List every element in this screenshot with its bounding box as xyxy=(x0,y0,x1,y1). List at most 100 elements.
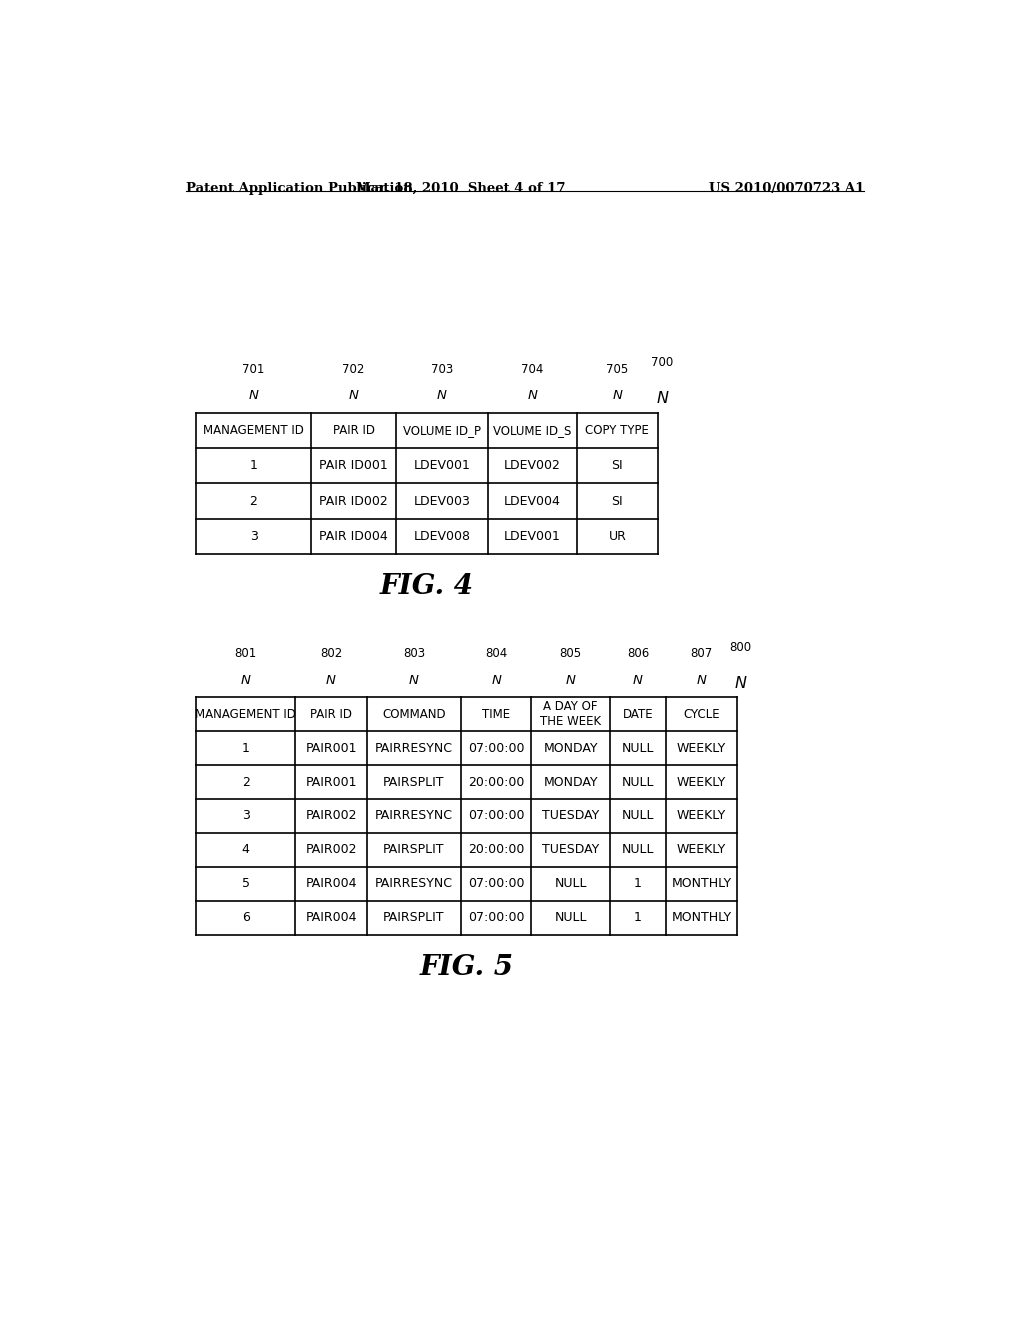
Text: PAIR ID: PAIR ID xyxy=(310,708,352,721)
Text: LDEV008: LDEV008 xyxy=(414,529,470,543)
Text: 07:00:00: 07:00:00 xyxy=(468,809,524,822)
Text: N: N xyxy=(633,675,643,688)
Text: 1: 1 xyxy=(634,878,642,890)
Text: PAIRRESYNC: PAIRRESYNC xyxy=(375,809,453,822)
Text: TUESDAY: TUESDAY xyxy=(542,809,599,822)
Text: COMMAND: COMMAND xyxy=(382,708,445,721)
Text: NULL: NULL xyxy=(622,809,654,822)
Text: N: N xyxy=(437,389,446,403)
Text: 1: 1 xyxy=(250,459,257,473)
Text: 3: 3 xyxy=(250,529,257,543)
Text: LDEV004: LDEV004 xyxy=(504,495,560,508)
Text: PAIR ID001: PAIR ID001 xyxy=(319,459,388,473)
Text: N: N xyxy=(527,389,538,403)
Text: 700: 700 xyxy=(651,356,674,370)
Text: PAIRSPLIT: PAIRSPLIT xyxy=(383,843,444,857)
Text: 704: 704 xyxy=(521,363,544,376)
Text: 804: 804 xyxy=(485,647,507,660)
Text: MONTHLY: MONTHLY xyxy=(672,878,731,890)
Text: PAIR ID002: PAIR ID002 xyxy=(319,495,388,508)
Text: NULL: NULL xyxy=(622,843,654,857)
Text: TIME: TIME xyxy=(482,708,510,721)
Text: FIG. 5: FIG. 5 xyxy=(420,954,514,981)
Text: A DAY OF
THE WEEK: A DAY OF THE WEEK xyxy=(540,701,601,729)
Text: Mar. 18, 2010  Sheet 4 of 17: Mar. 18, 2010 Sheet 4 of 17 xyxy=(356,182,566,194)
Text: SI: SI xyxy=(611,459,624,473)
Text: PAIR001: PAIR001 xyxy=(305,742,356,755)
Text: N: N xyxy=(696,675,707,688)
Text: N: N xyxy=(348,389,358,403)
Text: PAIR002: PAIR002 xyxy=(305,809,356,822)
Text: 801: 801 xyxy=(234,647,257,660)
Text: 2: 2 xyxy=(242,776,250,788)
Text: TUESDAY: TUESDAY xyxy=(542,843,599,857)
Text: NULL: NULL xyxy=(554,911,587,924)
Text: 800: 800 xyxy=(730,642,752,655)
Text: 3: 3 xyxy=(242,809,250,822)
Text: MANAGEMENT ID: MANAGEMENT ID xyxy=(203,424,304,437)
Text: N: N xyxy=(565,675,575,688)
Text: LDEV001: LDEV001 xyxy=(504,529,560,543)
Text: N: N xyxy=(249,389,258,403)
Text: PAIR002: PAIR002 xyxy=(305,843,356,857)
Text: 701: 701 xyxy=(243,363,265,376)
Text: CYCLE: CYCLE xyxy=(683,708,720,721)
Text: NULL: NULL xyxy=(622,776,654,788)
Text: Patent Application Publication: Patent Application Publication xyxy=(186,182,413,194)
Text: VOLUME ID_S: VOLUME ID_S xyxy=(493,424,571,437)
Text: 07:00:00: 07:00:00 xyxy=(468,911,524,924)
Text: N: N xyxy=(409,675,419,688)
Text: 705: 705 xyxy=(606,363,629,376)
Text: 806: 806 xyxy=(627,647,649,660)
Text: PAIRSPLIT: PAIRSPLIT xyxy=(383,776,444,788)
Text: N: N xyxy=(734,676,746,690)
Text: MONDAY: MONDAY xyxy=(544,742,598,755)
Text: 6: 6 xyxy=(242,911,250,924)
Text: PAIRRESYNC: PAIRRESYNC xyxy=(375,742,453,755)
Text: 1: 1 xyxy=(634,911,642,924)
Text: UR: UR xyxy=(608,529,627,543)
Text: 802: 802 xyxy=(319,647,342,660)
Text: 803: 803 xyxy=(402,647,425,660)
Text: MANAGEMENT ID: MANAGEMENT ID xyxy=(196,708,296,721)
Text: 20:00:00: 20:00:00 xyxy=(468,843,524,857)
Text: LDEV003: LDEV003 xyxy=(414,495,470,508)
Text: N: N xyxy=(612,389,623,403)
Text: PAIR004: PAIR004 xyxy=(305,911,356,924)
Text: N: N xyxy=(492,675,501,688)
Text: WEEKLY: WEEKLY xyxy=(677,742,726,755)
Text: FIG. 4: FIG. 4 xyxy=(380,573,474,601)
Text: MONTHLY: MONTHLY xyxy=(672,911,731,924)
Text: 4: 4 xyxy=(242,843,250,857)
Text: COPY TYPE: COPY TYPE xyxy=(586,424,649,437)
Text: 805: 805 xyxy=(559,647,582,660)
Text: 20:00:00: 20:00:00 xyxy=(468,776,524,788)
Text: 1: 1 xyxy=(242,742,250,755)
Text: NULL: NULL xyxy=(554,878,587,890)
Text: PAIRSPLIT: PAIRSPLIT xyxy=(383,911,444,924)
Text: 07:00:00: 07:00:00 xyxy=(468,878,524,890)
Text: 703: 703 xyxy=(431,363,453,376)
Text: PAIR ID: PAIR ID xyxy=(333,424,375,437)
Text: PAIR004: PAIR004 xyxy=(305,878,356,890)
Text: N: N xyxy=(326,675,336,688)
Text: SI: SI xyxy=(611,495,624,508)
Text: LDEV001: LDEV001 xyxy=(414,459,470,473)
Text: N: N xyxy=(656,391,669,407)
Text: 2: 2 xyxy=(250,495,257,508)
Text: WEEKLY: WEEKLY xyxy=(677,843,726,857)
Text: VOLUME ID_P: VOLUME ID_P xyxy=(402,424,481,437)
Text: DATE: DATE xyxy=(623,708,653,721)
Text: 702: 702 xyxy=(342,363,365,376)
Text: MONDAY: MONDAY xyxy=(544,776,598,788)
Text: WEEKLY: WEEKLY xyxy=(677,776,726,788)
Text: 5: 5 xyxy=(242,878,250,890)
Text: WEEKLY: WEEKLY xyxy=(677,809,726,822)
Text: N: N xyxy=(241,675,251,688)
Text: PAIR001: PAIR001 xyxy=(305,776,356,788)
Text: US 2010/0070723 A1: US 2010/0070723 A1 xyxy=(709,182,864,194)
Text: LDEV002: LDEV002 xyxy=(504,459,560,473)
Text: 807: 807 xyxy=(690,647,713,660)
Text: PAIRRESYNC: PAIRRESYNC xyxy=(375,878,453,890)
Text: 07:00:00: 07:00:00 xyxy=(468,742,524,755)
